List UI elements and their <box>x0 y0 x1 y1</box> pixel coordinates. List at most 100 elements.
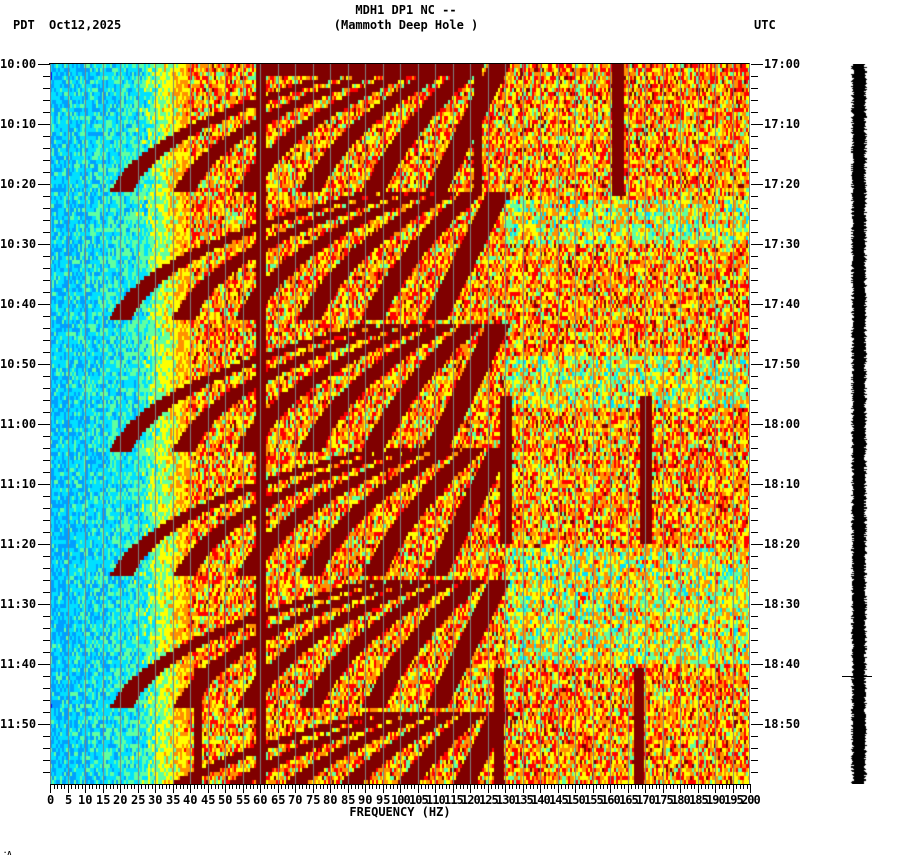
y-tick-left <box>43 508 50 509</box>
x-tick <box>638 784 639 789</box>
y-label-right: 18:00 <box>764 417 801 431</box>
x-tick <box>687 784 688 789</box>
x-tick <box>432 784 433 789</box>
x-tick-label: 20 <box>113 793 128 807</box>
y-tick-left <box>38 604 50 605</box>
x-tick <box>652 784 653 789</box>
y-tick-left <box>43 136 50 137</box>
x-tick <box>190 784 191 793</box>
y-tick-right <box>751 748 758 749</box>
x-tick <box>519 784 520 789</box>
x-tick <box>645 784 646 793</box>
x-tick <box>425 784 426 789</box>
x-tick <box>526 784 527 789</box>
y-tick-left <box>43 160 50 161</box>
x-tick <box>715 784 716 793</box>
x-tick <box>572 784 573 789</box>
x-tick <box>407 784 408 789</box>
x-tick-label: 120 <box>461 793 481 807</box>
x-tick <box>743 784 744 789</box>
x-tick <box>453 784 454 793</box>
x-tick-label: 105 <box>409 793 429 807</box>
x-tick <box>225 784 226 793</box>
x-tick <box>204 784 205 789</box>
x-tick-label: 195 <box>724 793 744 807</box>
x-tick <box>705 784 706 789</box>
x-tick <box>229 784 230 789</box>
x-tick <box>253 784 254 789</box>
y-tick-right <box>751 232 758 233</box>
y-tick-right <box>751 184 763 185</box>
seismogram-event-marker <box>842 676 872 677</box>
x-tick <box>201 784 202 789</box>
x-tick <box>57 784 58 789</box>
x-tick <box>498 784 499 789</box>
y-tick-right <box>751 484 763 485</box>
x-tick <box>467 784 468 789</box>
x-tick <box>120 784 121 793</box>
x-tick <box>554 784 555 789</box>
y-tick-left <box>43 700 50 701</box>
x-tick <box>75 784 76 789</box>
x-tick <box>600 784 601 789</box>
y-tick-left <box>38 244 50 245</box>
y-tick-right <box>751 772 758 773</box>
y-tick-right <box>751 616 758 617</box>
x-tick <box>628 784 629 793</box>
x-tick <box>435 784 436 793</box>
x-tick <box>327 784 328 789</box>
y-tick-right <box>751 700 758 701</box>
y-tick-left <box>38 544 50 545</box>
x-tick <box>222 784 223 789</box>
y-label-left: 11:20 <box>0 537 37 551</box>
y-tick-right <box>751 676 758 677</box>
x-tick-label: 170 <box>636 793 656 807</box>
x-tick <box>383 784 384 793</box>
seismogram-trace <box>846 64 872 784</box>
y-label-left: 10:30 <box>0 237 37 251</box>
y-tick-left <box>38 424 50 425</box>
x-tick <box>250 784 251 789</box>
x-tick <box>414 784 415 789</box>
x-tick <box>719 784 720 789</box>
y-tick-left <box>43 532 50 533</box>
x-tick <box>495 784 496 789</box>
x-tick <box>344 784 345 789</box>
x-tick <box>463 784 464 789</box>
y-tick-left <box>43 436 50 437</box>
x-tick <box>551 784 552 789</box>
y-tick-left <box>43 112 50 113</box>
x-tick <box>390 784 391 789</box>
x-tick-label: 110 <box>426 793 446 807</box>
x-tick <box>145 784 146 789</box>
x-tick <box>330 784 331 793</box>
y-label-right: 17:00 <box>764 57 801 71</box>
x-tick <box>176 784 177 789</box>
y-tick-left <box>43 220 50 221</box>
x-tick <box>211 784 212 789</box>
x-tick <box>404 784 405 789</box>
y-label-right: 18:50 <box>764 717 801 731</box>
y-tick-right <box>751 376 758 377</box>
x-tick <box>722 784 723 789</box>
y-label-left: 10:10 <box>0 117 37 131</box>
x-tick <box>663 784 664 793</box>
y-tick-right <box>751 124 763 125</box>
y-tick-right <box>751 88 758 89</box>
y-tick-right <box>751 568 758 569</box>
x-tick <box>54 784 55 789</box>
y-tick-left <box>43 268 50 269</box>
x-tick <box>411 784 412 789</box>
y-tick-left <box>43 676 50 677</box>
x-tick <box>684 784 685 789</box>
y-tick-left <box>43 232 50 233</box>
x-tick <box>155 784 156 793</box>
x-tick <box>320 784 321 789</box>
y-tick-left <box>43 256 50 257</box>
y-tick-left <box>43 640 50 641</box>
y-tick-right <box>751 460 758 461</box>
x-tick-label: 200 <box>741 793 761 807</box>
x-tick-label: 160 <box>601 793 621 807</box>
x-tick <box>138 784 139 793</box>
x-tick <box>488 784 489 793</box>
